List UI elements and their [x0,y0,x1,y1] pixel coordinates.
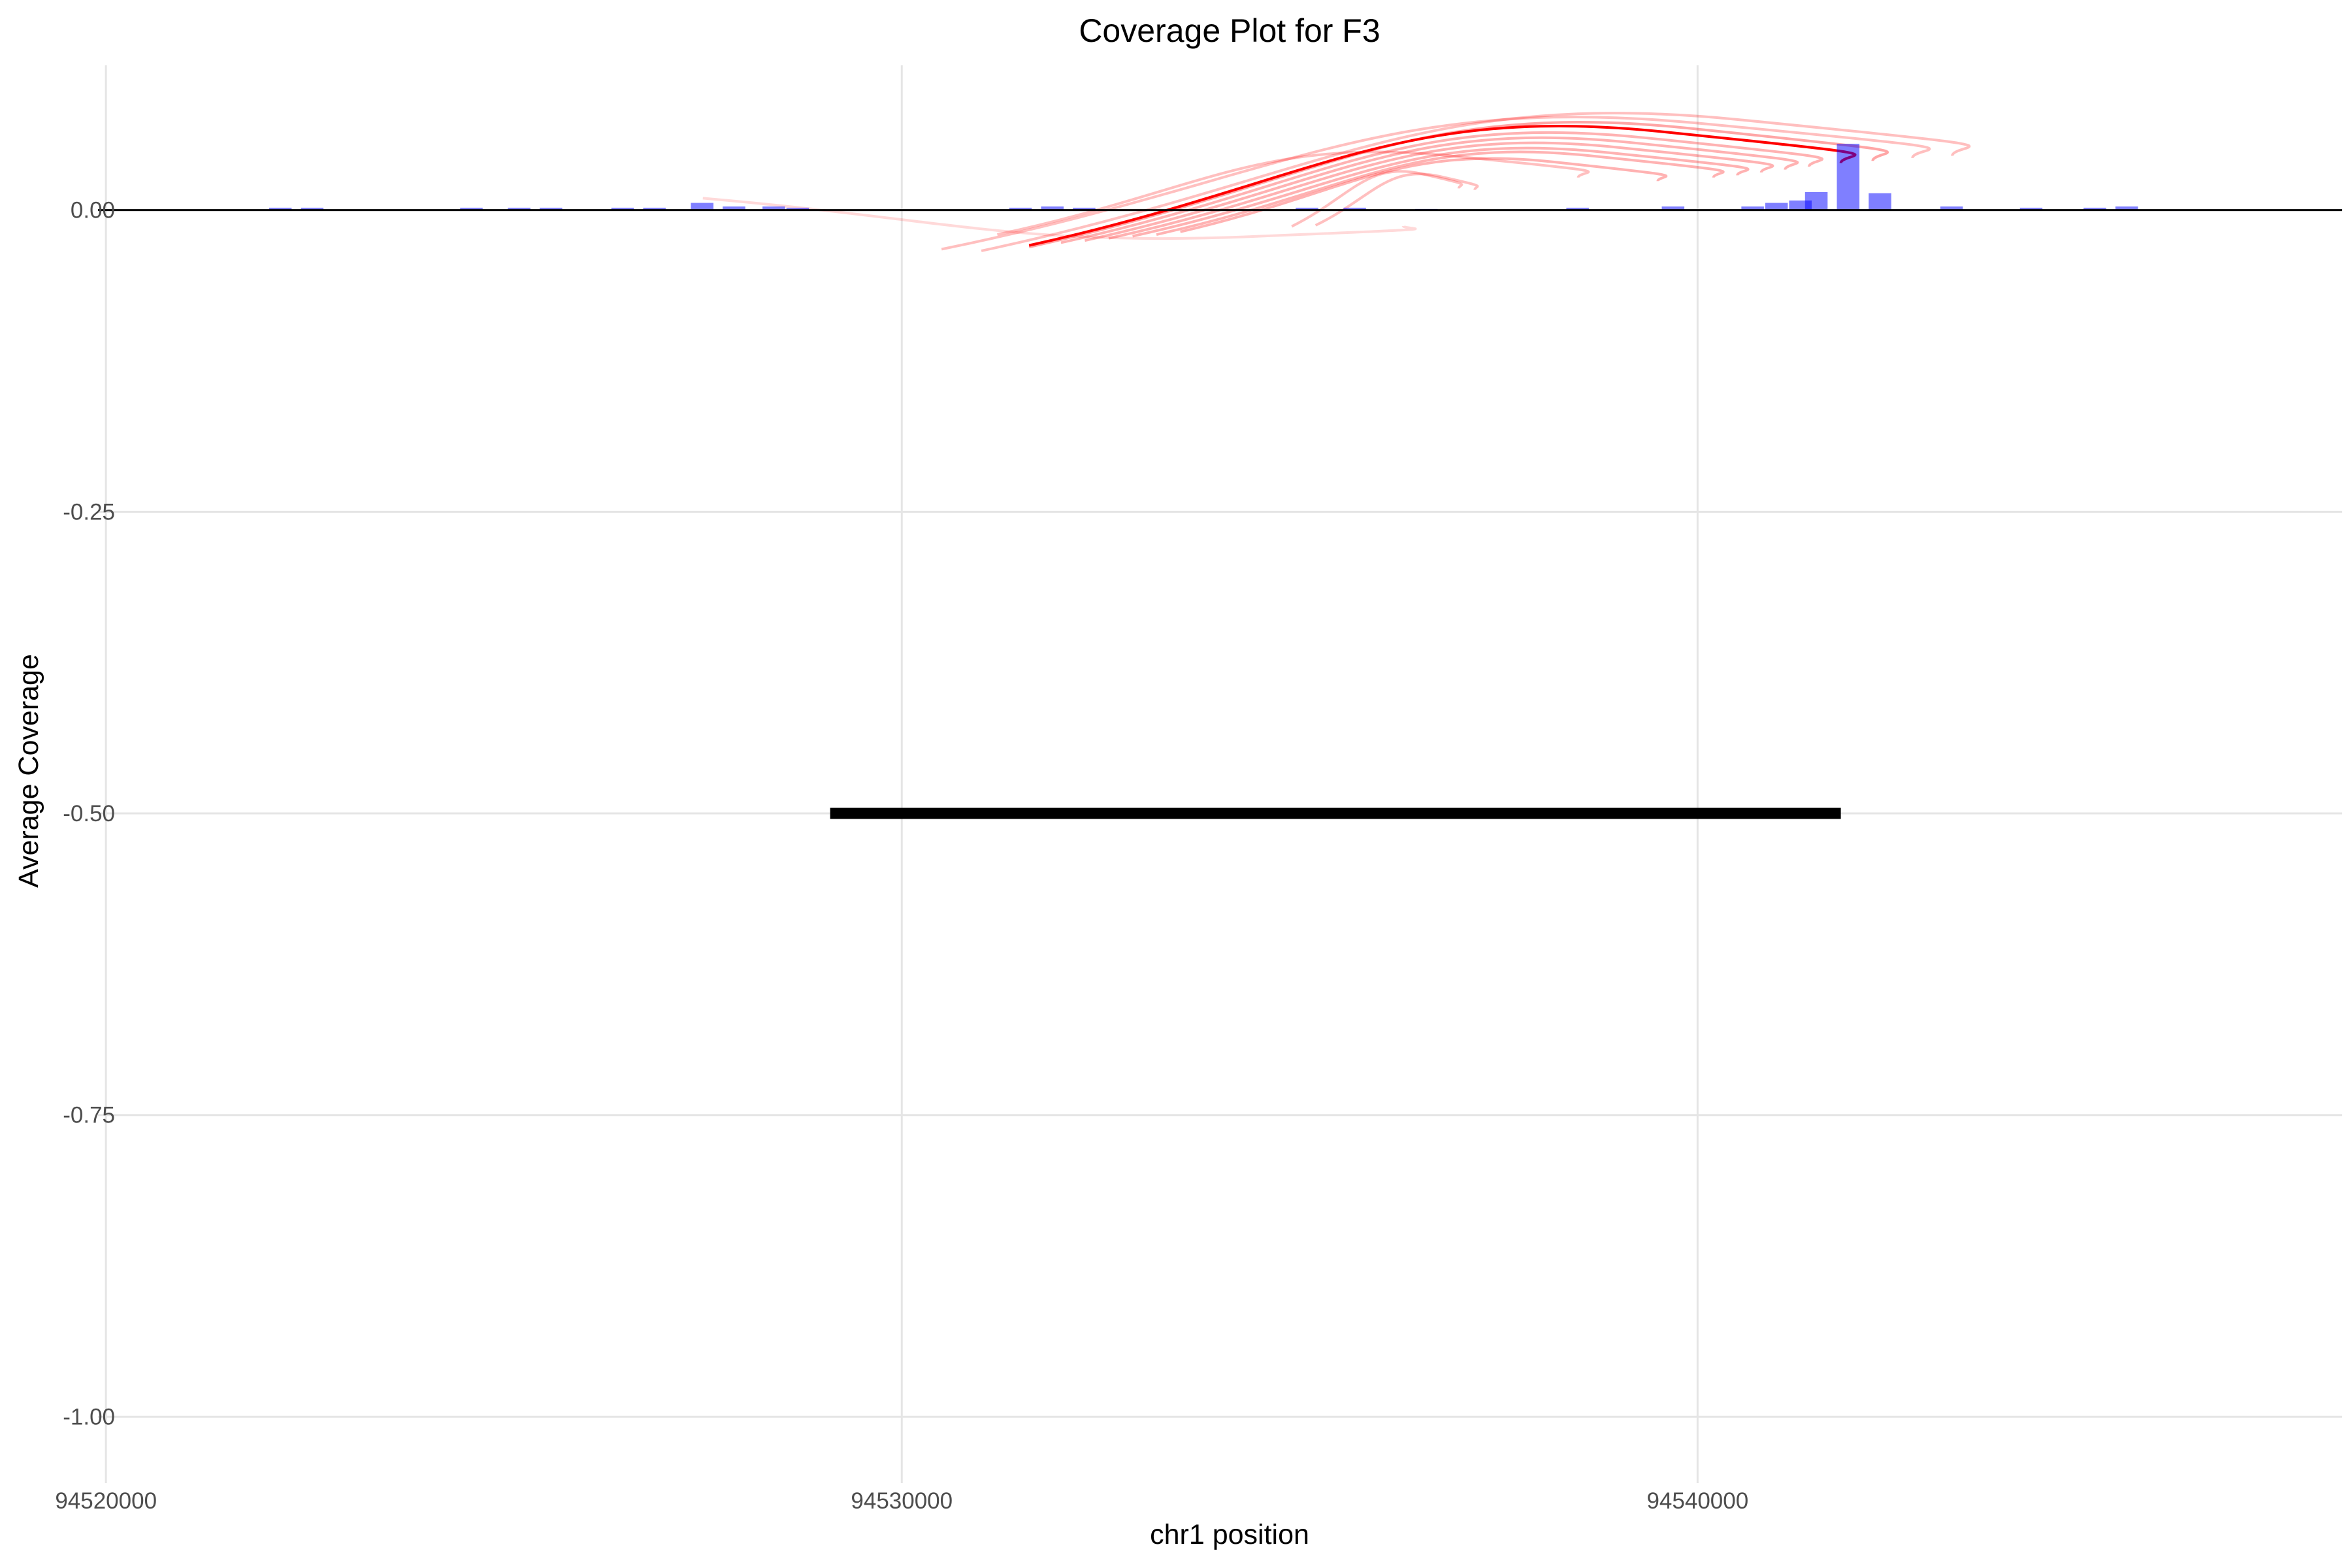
coverage-bar [2019,207,2043,210]
junction-arc [1156,150,1725,236]
coverage-bar [1296,207,1318,210]
x-tick-label: 94530000 [851,1488,953,1514]
grid-layer [98,65,2342,1483]
y-axis-title: Average Coverage [13,654,44,888]
coverage-bar [1741,206,1764,210]
y-tick-label: -0.50 [63,801,115,826]
x-tick-label: 94540000 [1646,1488,1748,1514]
junction-arc [1132,146,1750,238]
coverage-bar [1566,207,1589,210]
y-tick-label: -1.00 [63,1404,115,1429]
coverage-bar [1940,206,1963,210]
x-tick-label: 94520000 [55,1488,157,1514]
junction-arc [1180,157,1668,233]
coverage-bar [1009,207,1032,210]
coverage-bar [269,207,292,210]
coverage-bar [691,203,714,210]
junction-arc [702,197,1417,240]
coverage-bars [269,144,2138,210]
x-axis-title: chr1 position [1150,1519,1309,1550]
y-tick-label: 0.00 [71,198,115,223]
coverage-bar [1765,203,1788,210]
y-tick-label: -0.25 [63,499,115,525]
chart-title: Coverage Plot for F3 [1079,12,1380,49]
junction-arc [981,112,1971,252]
coverage-bar [1073,207,1096,210]
junction-arcs [702,112,1971,252]
junction-arc [941,116,1931,251]
y-tick-label: -0.75 [63,1103,115,1128]
coverage-bar [2083,207,2106,210]
junction-arc [1108,141,1774,240]
junction-arc [1291,170,1463,228]
coverage-bar [723,206,745,210]
junction-arc [997,150,1590,236]
coverage-bar [1837,144,1860,210]
reference-layer [98,209,2342,819]
coverage-bar [1869,193,1891,210]
coverage-bar [1343,207,1366,210]
coverage-bar [460,207,483,210]
junction-arc [1060,131,1824,244]
coverage-bar [643,207,666,210]
coverage-bar [1661,206,1685,210]
coverage-bar [786,207,809,210]
junction-arc [1084,136,1799,242]
coverage-bar [301,207,324,210]
junction-arc [1028,121,1889,249]
coverage-bar [508,207,531,210]
junction-arc [1315,172,1479,227]
coverage-bar [2115,206,2138,210]
coverage-bar [1041,206,1064,210]
coverage-bar [611,207,634,210]
coverage-bar [540,207,563,210]
tick-labels: 0.00 -0.25 -0.50 -0.75 -1.00 94520000 94530000… [55,198,1748,1514]
coverage-bar [762,206,785,210]
coverage-bar [1805,191,1828,210]
